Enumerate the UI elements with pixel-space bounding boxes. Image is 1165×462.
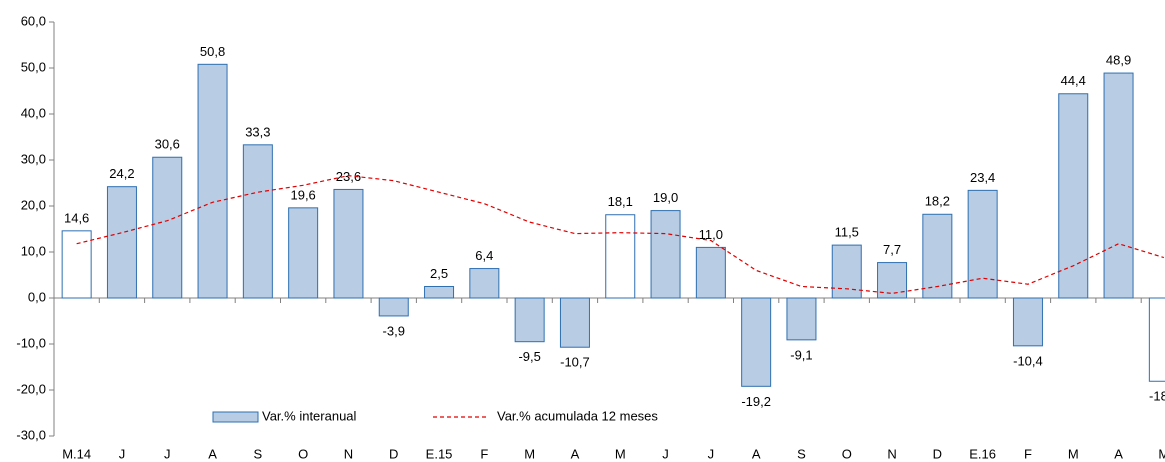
x-tick-label: J bbox=[119, 446, 126, 461]
value-label: -9,1 bbox=[790, 347, 812, 362]
x-tick-label: A bbox=[208, 446, 217, 461]
value-label: 33,3 bbox=[245, 124, 270, 139]
bar bbox=[1058, 93, 1089, 299]
legend-label: Var.% interanual bbox=[262, 408, 357, 423]
y-tick-label: 30,0 bbox=[21, 151, 46, 166]
x-tick-label: J bbox=[708, 446, 715, 461]
x-tick-label: J bbox=[164, 446, 171, 461]
x-tick-label: O bbox=[298, 446, 308, 461]
x-tick-label: A bbox=[571, 446, 580, 461]
line bbox=[76, 175, 1165, 295]
value-label: 6,4 bbox=[475, 248, 493, 263]
x-tick-label: E.16 bbox=[969, 446, 996, 461]
value-label: -19,2 bbox=[741, 394, 771, 409]
value-label: 19,0 bbox=[653, 190, 678, 205]
y-tick-label: -10,0 bbox=[16, 335, 46, 350]
bar bbox=[378, 297, 409, 317]
bar bbox=[650, 210, 681, 299]
legend-swatch bbox=[212, 411, 259, 423]
value-label: 19,6 bbox=[290, 187, 315, 202]
bar bbox=[333, 188, 364, 299]
value-label: 2,5 bbox=[430, 266, 448, 281]
value-label: 18,1 bbox=[608, 194, 633, 209]
bar bbox=[514, 297, 545, 343]
x-tick-label: M bbox=[615, 446, 626, 461]
y-tick-label: 40,0 bbox=[21, 105, 46, 120]
x-tick-label: F bbox=[480, 446, 488, 461]
bar bbox=[197, 63, 228, 299]
bar bbox=[967, 189, 998, 299]
x-tick-label: S bbox=[254, 446, 263, 461]
y-tick-label: 50,0 bbox=[21, 59, 46, 74]
bar bbox=[424, 286, 455, 299]
bar bbox=[559, 297, 590, 348]
bar bbox=[152, 156, 183, 299]
x-tick-label: A bbox=[1114, 446, 1123, 461]
bar bbox=[1103, 72, 1134, 299]
x-tick-label: S bbox=[797, 446, 806, 461]
value-label: 48,9 bbox=[1106, 52, 1131, 67]
bar bbox=[695, 246, 726, 299]
x-tick-label: A bbox=[752, 446, 761, 461]
bar bbox=[469, 268, 500, 299]
bar bbox=[922, 213, 953, 299]
x-tick-label: M bbox=[1068, 446, 1079, 461]
value-label: 50,8 bbox=[200, 44, 225, 59]
x-tick-label: D bbox=[389, 446, 398, 461]
value-label: -10,7 bbox=[560, 355, 590, 370]
bar bbox=[288, 207, 319, 299]
y-tick-label: 60,0 bbox=[21, 13, 46, 28]
x-tick-label: M.14 bbox=[62, 446, 91, 461]
bar bbox=[1012, 297, 1043, 347]
value-label: 44,4 bbox=[1061, 73, 1086, 88]
value-label: -10,4 bbox=[1013, 353, 1043, 368]
x-tick-label: D bbox=[933, 446, 942, 461]
x-tick-label: M bbox=[1158, 446, 1165, 461]
x-tick-label: N bbox=[344, 446, 353, 461]
y-tick-label: -30,0 bbox=[16, 427, 46, 442]
value-label: 30,6 bbox=[155, 137, 180, 152]
value-label: 18,2 bbox=[925, 194, 950, 209]
bar bbox=[741, 297, 772, 387]
y-tick-label: 10,0 bbox=[21, 243, 46, 258]
legend-label: Var.% acumulada 12 meses bbox=[497, 408, 658, 423]
x-tick-label: F bbox=[1024, 446, 1032, 461]
x-tick-label: E.15 bbox=[426, 446, 453, 461]
bar bbox=[786, 297, 817, 341]
value-label: 11,5 bbox=[835, 225, 859, 240]
value-label: -9,5 bbox=[518, 349, 540, 364]
y-tick-label: 20,0 bbox=[21, 197, 46, 212]
value-label: 23,4 bbox=[970, 170, 995, 185]
bar bbox=[61, 230, 92, 299]
y-tick-label: 0,0 bbox=[28, 289, 46, 304]
x-tick-label: J bbox=[662, 446, 669, 461]
x-tick-label: N bbox=[887, 446, 896, 461]
value-label: 14,6 bbox=[64, 210, 89, 225]
bar bbox=[605, 214, 636, 299]
bar bbox=[106, 186, 137, 299]
value-label: 23,6 bbox=[336, 169, 361, 184]
value-label: -18,1 bbox=[1149, 389, 1165, 404]
y-tick-label: -20,0 bbox=[16, 381, 46, 396]
bar bbox=[1148, 297, 1165, 382]
x-tick-label: M bbox=[524, 446, 535, 461]
value-label: 11,0 bbox=[699, 227, 723, 242]
bar bbox=[242, 144, 273, 299]
bar bbox=[831, 244, 862, 299]
value-label: 24,2 bbox=[109, 166, 134, 181]
value-label: -3,9 bbox=[383, 323, 405, 338]
x-tick-label: O bbox=[842, 446, 852, 461]
value-label: 7,7 bbox=[883, 242, 901, 257]
